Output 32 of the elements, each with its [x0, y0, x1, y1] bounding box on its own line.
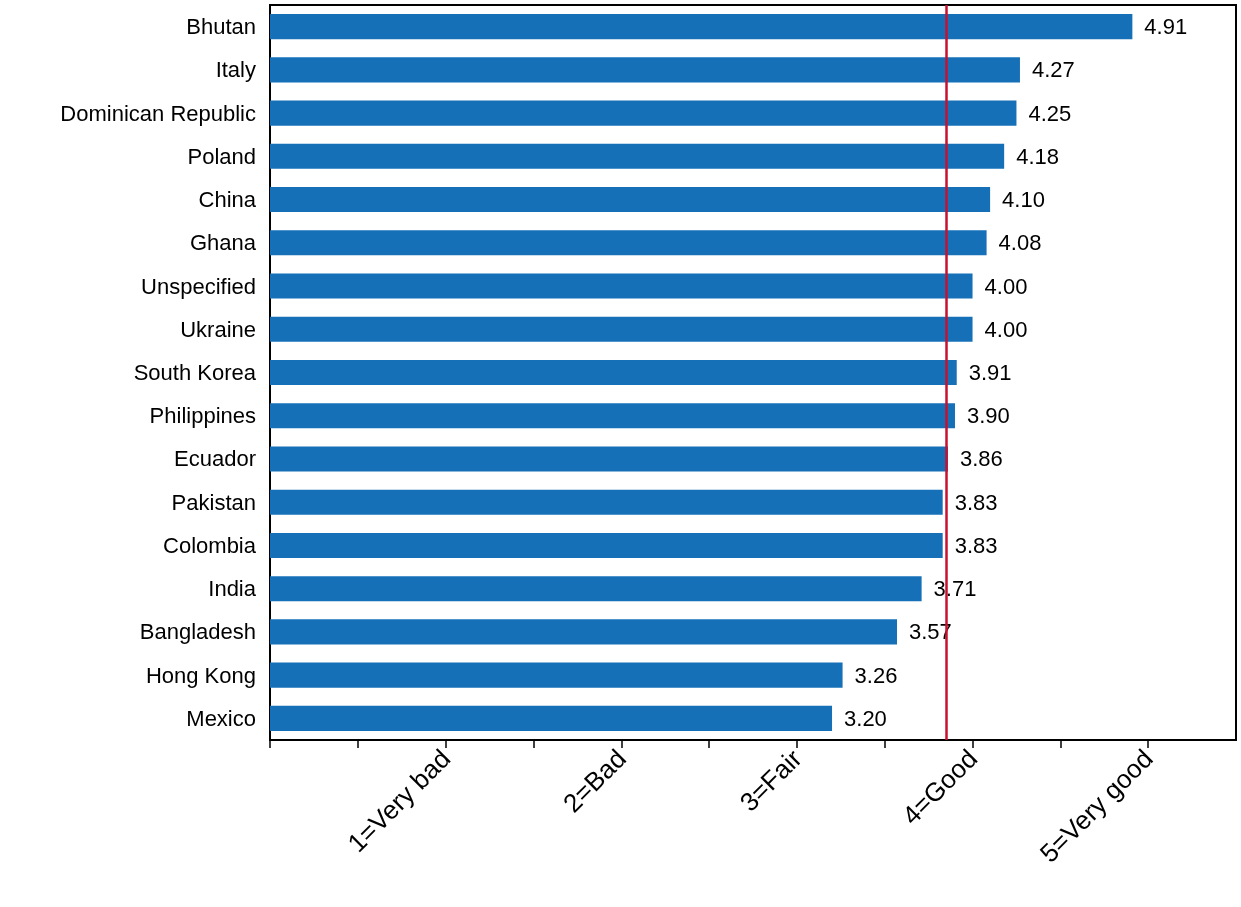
- y-tick-label: Philippines: [149, 403, 256, 429]
- data-label: 4.18: [1016, 143, 1059, 169]
- y-tick-label: Dominican Republic: [60, 100, 256, 126]
- y-tick-label: Ghana: [189, 230, 257, 256]
- data-label: 4.91: [1144, 14, 1188, 40]
- data-label: 4.25: [1028, 100, 1072, 126]
- data-label: 4.10: [1002, 187, 1045, 213]
- data-label: 3.83: [954, 489, 998, 515]
- y-tick-label: Ecuador: [174, 446, 256, 472]
- y-tick-label: Poland: [187, 143, 256, 169]
- y-tick-label: South Korea: [133, 360, 257, 385]
- data-label: 3.86: [959, 446, 1003, 472]
- data-label: 3.26: [854, 662, 898, 688]
- data-label: 4.00: [984, 273, 1028, 299]
- y-tick-label: India: [208, 576, 257, 602]
- y-tick-label: Italy: [215, 57, 256, 83]
- data-label: 4.08: [998, 230, 1042, 256]
- y-tick-label: Pakistan: [171, 489, 256, 515]
- data-label: 4.27: [1031, 57, 1075, 83]
- y-tick-label: Mexico: [186, 705, 256, 731]
- data-label: 3.91: [968, 360, 1012, 385]
- data-label: 3.83: [954, 532, 998, 558]
- y-tick-label: Ukraine: [180, 316, 256, 342]
- y-tick-label: Bangladesh: [139, 619, 256, 645]
- data-label: 3.90: [966, 403, 1010, 429]
- y-tick-label: China: [198, 187, 257, 213]
- y-tick-label: Hong Kong: [145, 662, 256, 688]
- y-tick-label: Colombia: [163, 532, 257, 558]
- data-label: 4.00: [984, 316, 1028, 342]
- y-tick-label: Bhutan: [186, 14, 256, 40]
- data-label: 3.20: [844, 705, 887, 731]
- y-tick-label: Unspecified: [141, 273, 256, 299]
